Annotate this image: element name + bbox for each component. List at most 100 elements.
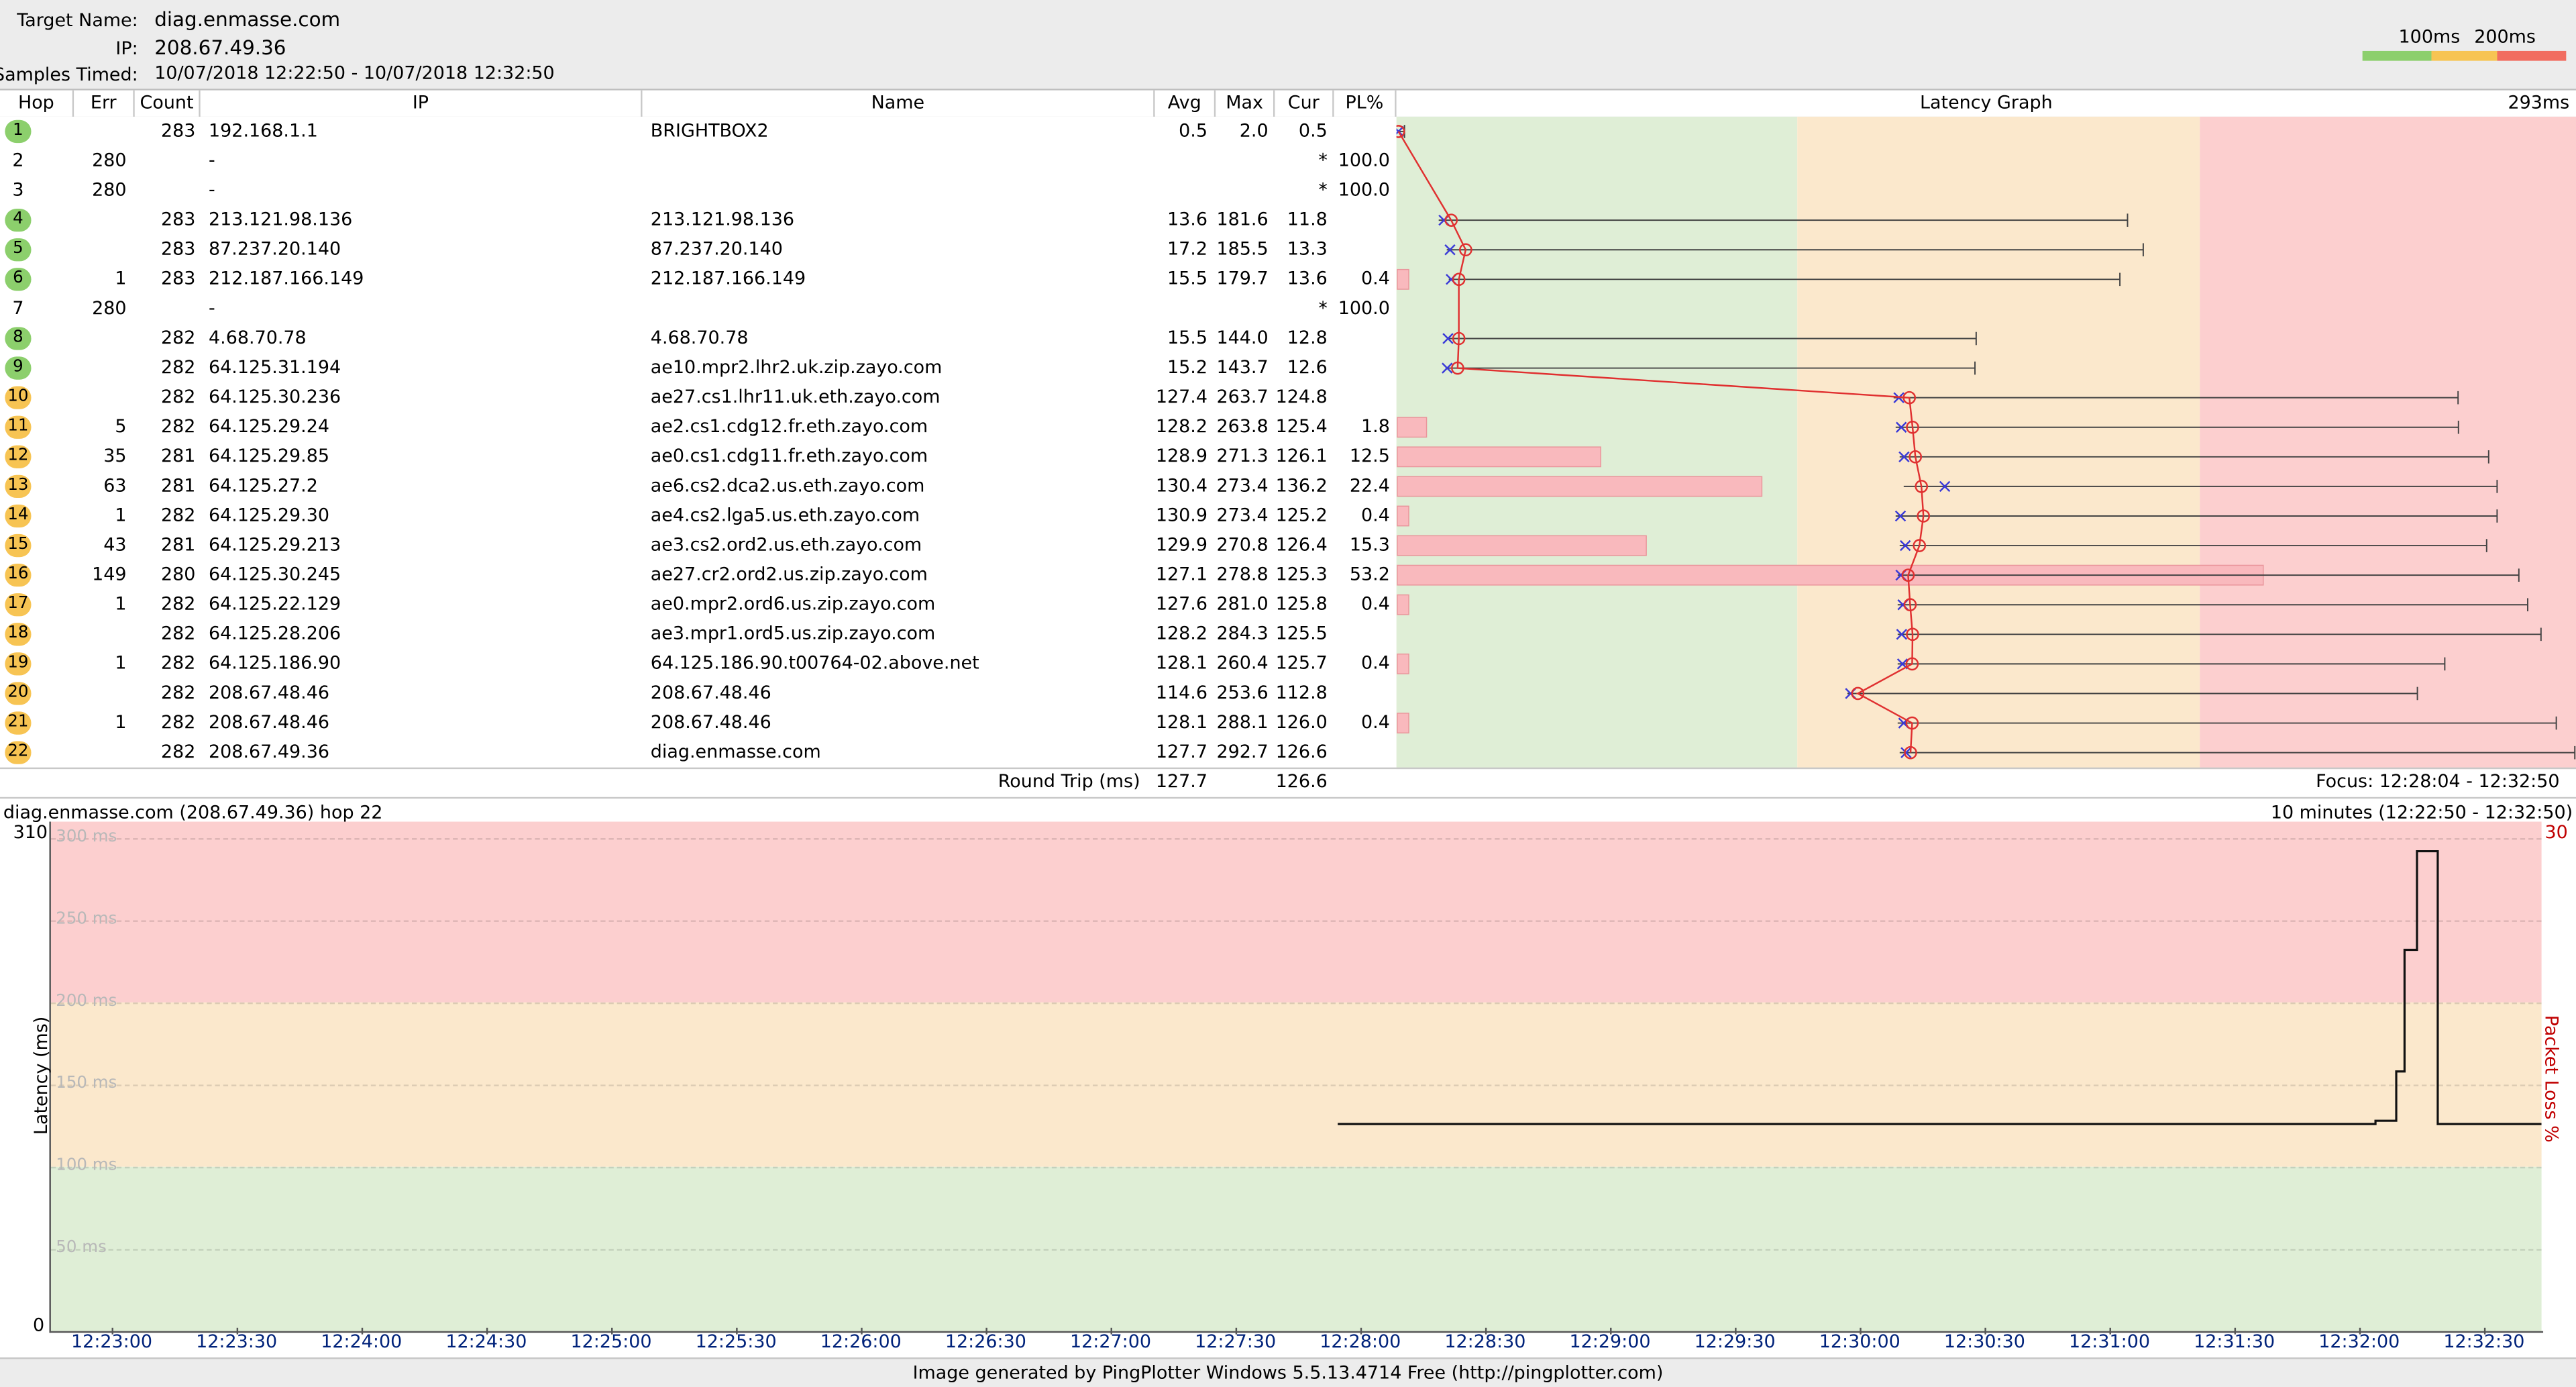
- col-latency-graph[interactable]: Latency Graph: [1396, 90, 2576, 117]
- hop-avg: 130.4: [1155, 474, 1208, 497]
- hop-ip: -: [209, 178, 215, 201]
- packet-loss-bar: [1397, 594, 1409, 615]
- current-latency-x: [1900, 540, 1911, 552]
- hop-badge: 21: [5, 711, 32, 735]
- hop-pl: [1334, 619, 1390, 649]
- average-latency-marker: [1917, 509, 1931, 523]
- hop-err: 1: [115, 268, 127, 290]
- time-tick-label: 12:31:00: [2069, 1331, 2151, 1353]
- hop-name: ae4.cs2.lga5.us.eth.zayo.com: [650, 504, 920, 526]
- graph-zone-orange: [1797, 116, 2200, 770]
- hop-ip: 213.121.98.136: [209, 209, 353, 230]
- hop-max: 278.8: [1216, 564, 1269, 585]
- col-count[interactable]: Count: [134, 90, 201, 117]
- current-latency-x: [1897, 599, 1909, 611]
- time-tick-mark: [861, 1327, 863, 1335]
- hop-max: 263.7: [1216, 386, 1269, 408]
- timeline-title: diag.enmasse.com (208.67.49.36) hop 22: [3, 802, 383, 823]
- hop-cur: 125.2: [1275, 504, 1328, 526]
- hop-avg: 127.7: [1155, 741, 1208, 763]
- hop-pl: 53.2: [1349, 564, 1390, 585]
- ip-label: IP:: [115, 38, 138, 60]
- hop-pl: [1334, 678, 1390, 708]
- hop-err: 1: [115, 652, 127, 674]
- hop-avg: 114.6: [1155, 682, 1208, 704]
- hop-name: ae0.mpr2.ord6.us.zip.zayo.com: [650, 593, 936, 615]
- col-hop[interactable]: Hop: [0, 90, 74, 117]
- time-tick-mark: [2359, 1327, 2361, 1335]
- hop-name: ae27.cs1.lhr11.uk.eth.zayo.com: [650, 386, 941, 408]
- hop-name: 208.67.48.46: [650, 682, 771, 704]
- hop-name: ae2.cs1.cdg12.fr.eth.zayo.com: [650, 415, 928, 438]
- gridline-label: 100 ms: [56, 1157, 117, 1176]
- current-latency-x: [1898, 451, 1910, 463]
- average-latency-marker: [1901, 568, 1915, 582]
- timeline-zone-green: [50, 1166, 2542, 1331]
- current-latency-x: [1896, 629, 1908, 640]
- current-latency-x: [1442, 362, 1453, 374]
- focus-range: Focus: 12:28:04 - 12:32:50: [2316, 770, 2560, 792]
- col-pl[interactable]: PL%: [1334, 90, 1397, 117]
- hop-max: 271.3: [1216, 445, 1269, 467]
- time-tick-label: 12:26:00: [820, 1331, 902, 1353]
- graph-zone-red: [2200, 116, 2576, 770]
- footer: Image generated by PingPlotter Windows 5…: [0, 1357, 2576, 1387]
- hop-max: 292.7: [1216, 741, 1269, 763]
- timeline-y-axis: [49, 821, 51, 1333]
- hop-max: 144.0: [1216, 327, 1269, 349]
- hop-count: 283: [161, 209, 196, 230]
- hop-ip: 64.125.22.129: [209, 593, 341, 615]
- hop-avg: [1155, 294, 1208, 323]
- hop-max: 179.7: [1216, 268, 1269, 290]
- packet-loss-bar: [1397, 417, 1428, 438]
- time-tick-label: 12:27:00: [1070, 1331, 1152, 1353]
- hop-ip: 64.125.30.245: [209, 564, 341, 585]
- timeline-zone-orange: [50, 1002, 2542, 1167]
- hop-ip: 87.237.20.140: [209, 238, 341, 260]
- hop-cur: *: [1318, 149, 1328, 171]
- hop-cur: 13.3: [1287, 238, 1328, 260]
- hop-err: [74, 235, 126, 264]
- hop-count: 282: [161, 593, 196, 615]
- hop-cur: 12.6: [1287, 356, 1328, 378]
- hop-count: 282: [161, 504, 196, 526]
- hop-cur: 0.5: [1298, 119, 1328, 142]
- col-name[interactable]: Name: [642, 90, 1155, 117]
- hop-err: [74, 619, 126, 649]
- hop-pl: 100.0: [1338, 149, 1390, 171]
- hop-count: 282: [161, 327, 196, 349]
- average-latency-line: [1397, 131, 1925, 753]
- time-tick-mark: [1735, 1327, 1737, 1335]
- hop-pl: 12.5: [1349, 445, 1390, 467]
- current-latency-x: [1438, 214, 1450, 226]
- hop-name: 4.68.70.78: [650, 327, 749, 349]
- hop-name: [651, 294, 1152, 323]
- time-tick-label: 12:28:00: [1320, 1331, 1401, 1353]
- table-divider: [0, 767, 2576, 770]
- hop-cur: 125.5: [1275, 623, 1328, 645]
- time-tick-label: 12:32:30: [2443, 1331, 2525, 1353]
- hop-count: 282: [161, 356, 196, 378]
- col-max[interactable]: Max: [1216, 90, 1275, 117]
- col-cur[interactable]: Cur: [1275, 90, 1334, 117]
- hop-count: [135, 176, 196, 205]
- hop-max: 260.4: [1216, 652, 1269, 674]
- time-tick-label: 12:26:30: [945, 1331, 1026, 1353]
- ip-value: 208.67.49.36: [154, 36, 286, 60]
- hop-name: [651, 146, 1152, 176]
- time-tick-mark: [1860, 1327, 1862, 1335]
- average-latency-marker: [1902, 391, 1917, 405]
- hop-max: [1216, 294, 1268, 323]
- y-axis-title: Latency (ms): [30, 1016, 52, 1135]
- col-err[interactable]: Err: [74, 90, 135, 117]
- col-ip[interactable]: IP: [200, 90, 643, 117]
- hop-count: 282: [161, 415, 196, 438]
- legend-100ms: 100ms: [2398, 26, 2461, 48]
- hop-pl: [1334, 117, 1390, 146]
- col-avg[interactable]: Avg: [1155, 90, 1216, 117]
- gridline: [50, 1166, 2542, 1169]
- hop-name: 64.125.186.90.t00764-02.above.net: [650, 652, 979, 674]
- time-tick-mark: [2234, 1327, 2237, 1335]
- hop-name: 208.67.48.46: [650, 711, 771, 733]
